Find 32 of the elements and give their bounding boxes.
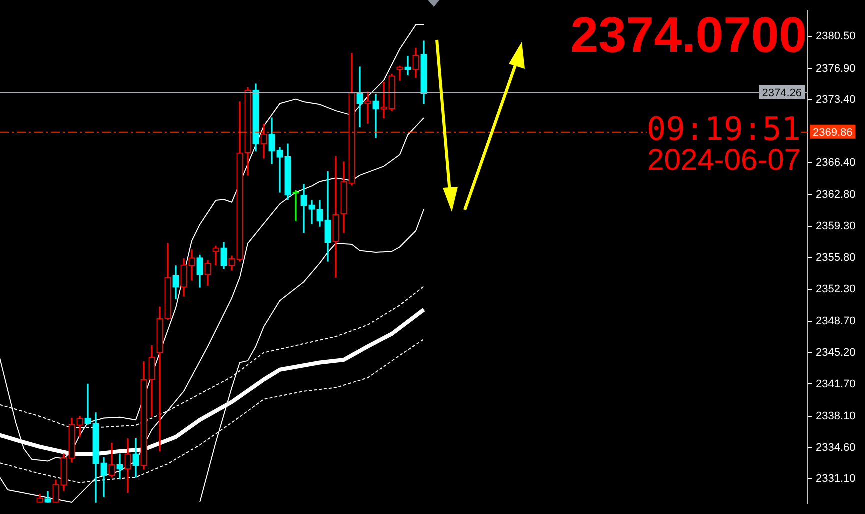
y-tick-label: 2373.40 [816,94,856,106]
candlestick [308,200,316,224]
y-tick-label: 2334.60 [816,442,856,454]
y-tick-label: 2352.30 [816,283,856,296]
ref-line-label: 2374.26 [762,88,802,100]
candlestick [332,156,340,278]
y-tick-label: 2362.80 [816,189,856,202]
y-tick-label: 2355.80 [816,252,856,264]
y-tick-label: 2331.10 [816,473,856,486]
candlestick [372,94,380,138]
candlestick [276,147,284,193]
candlestick [396,66,404,81]
candlestick [300,184,308,234]
y-tick-label: 2345.20 [816,346,856,359]
annotation: 2374.0700 [570,6,807,64]
y-tick-label: 2376.90 [816,62,856,75]
candlestick [212,246,220,266]
annotation: 2024-06-07 [648,144,801,178]
y-tick-label: 2359.30 [816,220,856,233]
y-tick-label: 2348.70 [816,316,856,328]
candlestick [156,306,164,452]
candlestick [356,66,364,128]
y-tick-label: 2366.40 [816,156,856,169]
y-tick-label: 2380.50 [816,30,856,43]
annotation: 09:19:51 [646,110,801,148]
y-tick-label: 2338.10 [816,410,856,423]
candlestick [116,454,124,480]
ref-line-label: 2369.86 [813,126,853,139]
candlestick [404,56,412,76]
candlestick [324,172,332,262]
y-tick-label: 2341.70 [816,378,856,390]
candlestick [84,384,92,425]
